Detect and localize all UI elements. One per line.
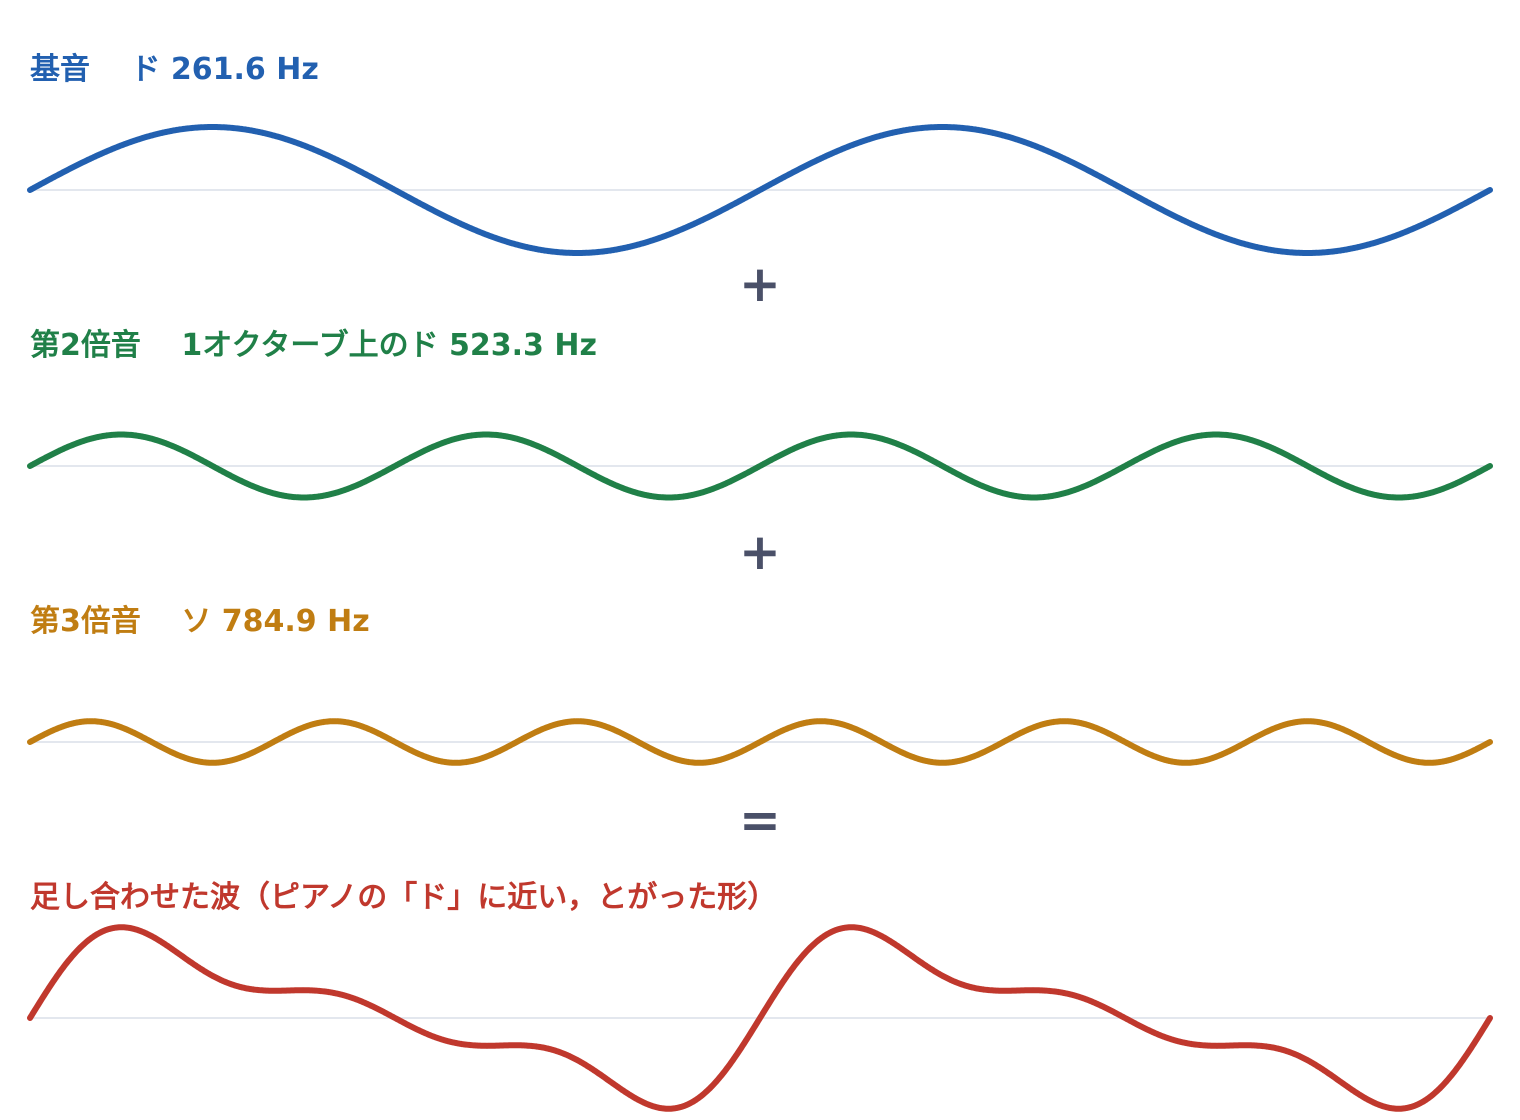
sum-wave: [27, 924, 1493, 1112]
plus-sign-2: +: [739, 523, 781, 581]
sum-wave-title: 足し合わせた波（ピアノの「ド」に近い，とがった形）: [30, 880, 778, 915]
second-harmonic-wave: [27, 431, 1493, 501]
second-harmonic-title: 第2倍音 1オクターブ上のド 523.3 Hz: [30, 328, 597, 363]
third-harmonic-wave: [27, 718, 1493, 766]
equals-sign: =: [739, 791, 781, 849]
fundamental-title: 基音 ド 261.6 Hz: [30, 52, 319, 87]
plus-sign-1: +: [739, 255, 781, 313]
third-harmonic-title: 第3倍音 ソ 784.9 Hz: [30, 604, 370, 639]
fundamental-wave: [27, 124, 1493, 256]
